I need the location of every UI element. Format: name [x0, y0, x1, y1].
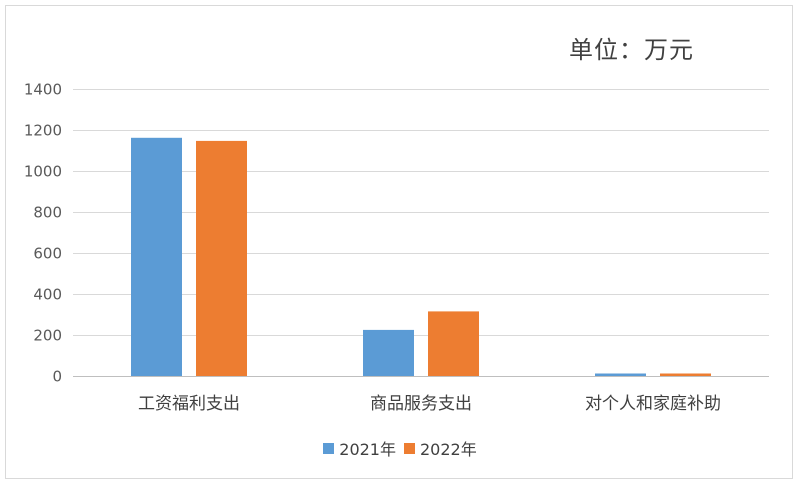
y-tick-label: 1400	[24, 81, 62, 99]
bar-2021年-对个人和家庭补助	[595, 373, 646, 376]
bars	[131, 137, 711, 376]
y-tick-label: 400	[33, 286, 62, 304]
legend: 2021年 2022年	[0, 436, 800, 460]
unit-label: 单位：万元	[569, 36, 694, 64]
x-axis-categories: 工资福利支出 商品服务支出 对个人和家庭补助	[138, 394, 721, 414]
legend-swatch	[404, 442, 415, 454]
bar-2021年-工资福利支出	[131, 137, 182, 376]
y-tick-label: 1000	[24, 163, 62, 181]
x-category-label: 商品服务支出	[370, 394, 472, 414]
x-category-label: 对个人和家庭补助	[585, 394, 721, 414]
y-tick-label: 1200	[24, 122, 62, 140]
y-tick-label: 200	[33, 327, 62, 345]
legend-swatch	[323, 442, 335, 454]
y-axis-ticks: 0 200 400 600 800 1000 1200 1400	[24, 81, 62, 386]
y-tick-label: 600	[33, 245, 62, 263]
bar-2022年-对个人和家庭补助	[660, 373, 711, 376]
y-tick-label: 0	[52, 368, 62, 386]
legend-label: 2021年	[339, 440, 396, 459]
bar-2022年-商品服务支出	[428, 311, 479, 376]
legend-label: 2022年	[420, 440, 477, 459]
gridlines	[73, 89, 769, 377]
bar-2022年-工资福利支出	[196, 140, 247, 376]
y-tick-label: 800	[33, 204, 62, 222]
legend-item: 2021年	[323, 436, 396, 460]
bar-2021年-商品服务支出	[363, 329, 414, 376]
x-category-label: 工资福利支出	[138, 394, 240, 414]
legend-item: 2022年	[404, 436, 477, 460]
